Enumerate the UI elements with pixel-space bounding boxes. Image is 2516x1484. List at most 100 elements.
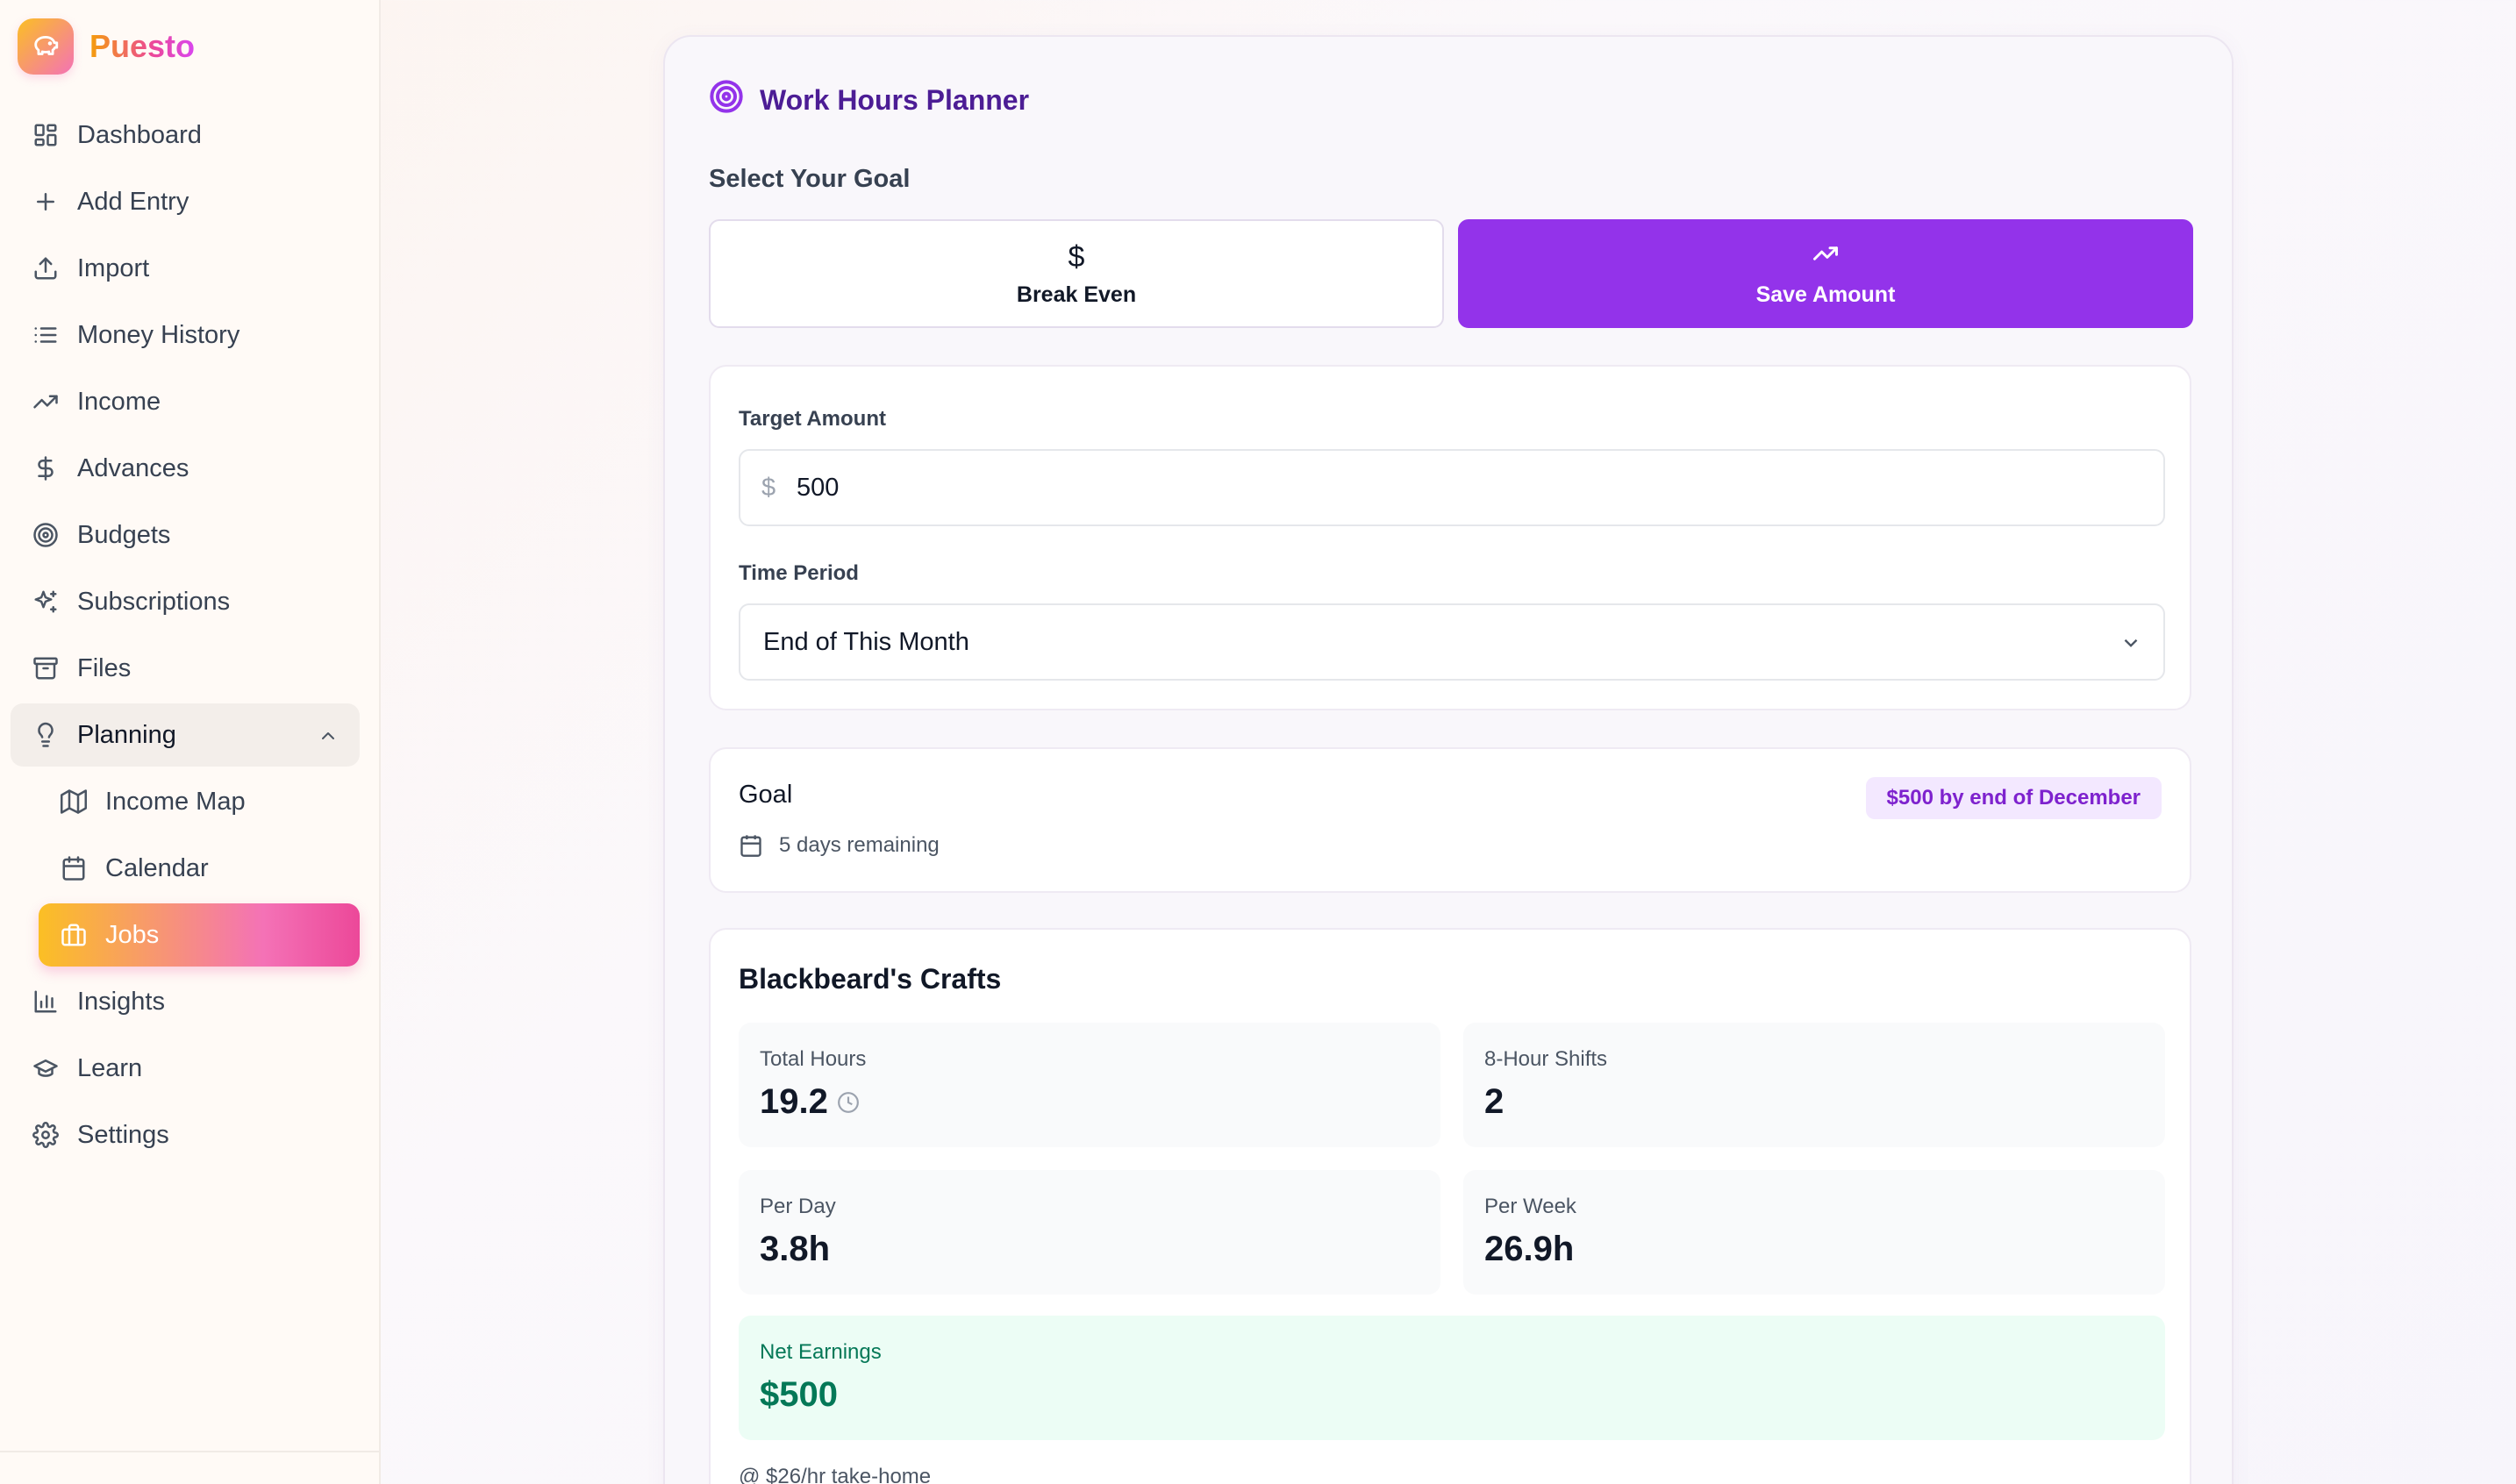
clock-icon xyxy=(837,1091,859,1113)
map-icon xyxy=(60,788,88,816)
target-icon xyxy=(709,79,744,121)
net-earnings-value: $500 xyxy=(760,1375,838,1414)
sidebar-item-label: Insights xyxy=(77,987,165,1016)
time-period-label: Time Period xyxy=(739,561,859,585)
sidebar-item-label: Money History xyxy=(77,320,240,349)
time-period-select[interactable]: End of This Month xyxy=(739,603,2165,681)
dollar-icon xyxy=(32,454,60,482)
stat-per-day: Per Day 3.8h xyxy=(739,1170,1440,1295)
sidebar-item-label: Calendar xyxy=(105,853,209,882)
sidebar-item-label: Subscriptions xyxy=(77,587,231,616)
stat-value: 2 xyxy=(1484,1082,1505,1121)
save-amount-button[interactable]: Save Amount xyxy=(1458,219,2193,328)
sidebar-item-settings[interactable]: Settings xyxy=(11,1103,360,1167)
planner-header: Work Hours Planner xyxy=(709,79,1029,121)
goal-title: Goal xyxy=(739,781,793,809)
bar-chart-icon xyxy=(32,988,60,1016)
calendar-icon xyxy=(60,854,88,882)
target-icon xyxy=(32,521,60,549)
rate-note: @ $26/hr take-home xyxy=(739,1465,932,1484)
graduation-cap-icon xyxy=(32,1054,60,1082)
briefcase-icon xyxy=(60,921,88,949)
upload-icon xyxy=(32,254,60,282)
page-title: Work Hours Planner xyxy=(760,83,1030,116)
dashboard-icon xyxy=(32,121,60,149)
sidebar-item-label: Advances xyxy=(77,453,189,482)
sidebar-item-label: Jobs xyxy=(105,920,160,949)
target-amount-input[interactable]: $ 500 xyxy=(739,449,2165,526)
sidebar-item-label: Budgets xyxy=(77,520,171,549)
currency-prefix: $ xyxy=(761,473,776,502)
sidebar-item-label: Dashboard xyxy=(77,120,202,149)
sidebar-item-income[interactable]: Income xyxy=(11,370,360,433)
net-earnings-label: Net Earnings xyxy=(760,1340,882,1364)
sidebar-item-dashboard[interactable]: Dashboard xyxy=(11,103,360,167)
stat-label: Per Day xyxy=(760,1195,836,1218)
lightbulb-icon xyxy=(32,721,60,749)
sidebar-item-label: Planning xyxy=(77,720,176,749)
days-remaining-text: 5 days remaining xyxy=(779,833,940,857)
calendar-icon xyxy=(740,835,761,857)
trending-up-icon xyxy=(32,388,60,416)
stat-value: 19.2 xyxy=(760,1082,860,1122)
stat-label: Per Week xyxy=(1484,1195,1576,1218)
sidebar: Puesto Dashboard Add Entry Import Money … xyxy=(0,0,381,1484)
sidebar-item-subscriptions[interactable]: Subscriptions xyxy=(11,570,360,633)
stat-shifts: 8-Hour Shifts 2 xyxy=(1463,1023,2165,1147)
sidebar-item-insights[interactable]: Insights xyxy=(11,970,360,1033)
goal-summary-panel: Goal $500 by end of December 5 days rema… xyxy=(709,747,2191,893)
sidebar-item-label: Learn xyxy=(77,1053,143,1082)
total-hours-value: 19.2 xyxy=(760,1082,828,1121)
brand-name: Puesto xyxy=(89,28,196,64)
target-amount-value: 500 xyxy=(797,473,840,502)
archive-icon xyxy=(32,654,60,682)
brand[interactable]: Puesto xyxy=(18,18,195,75)
trending-up-icon xyxy=(1811,240,1841,274)
goal-option-label: Break Even xyxy=(1016,282,1137,307)
stat-value: 26.9h xyxy=(1484,1230,1575,1268)
time-period-value: End of This Month xyxy=(763,627,969,656)
sidebar-item-budgets[interactable]: Budgets xyxy=(11,503,360,567)
sidebar-item-add-entry[interactable]: Add Entry xyxy=(11,170,360,233)
goal-option-label: Save Amount xyxy=(1755,282,1896,307)
chevron-up-icon[interactable] xyxy=(318,724,339,753)
sparkles-icon xyxy=(32,588,60,616)
sidebar-item-planning[interactable]: Planning xyxy=(11,703,360,767)
sidebar-item-money-history[interactable]: Money History xyxy=(11,303,360,367)
job-name: Blackbeard's Crafts xyxy=(739,963,1002,995)
days-remaining: 5 days remaining xyxy=(739,833,940,858)
net-earnings: Net Earnings $500 xyxy=(739,1316,2165,1440)
target-settings-panel: Target Amount $ 500 Time Period End of T… xyxy=(709,365,2191,710)
sidebar-item-advances[interactable]: Advances xyxy=(11,437,360,500)
job-panel: Blackbeard's Crafts Total Hours 19.2 8-H… xyxy=(709,928,2191,1484)
sidebar-item-income-map[interactable]: Income Map xyxy=(39,770,360,833)
chevron-down-icon xyxy=(2119,631,2142,661)
dollar-icon: $ xyxy=(1068,239,1085,274)
stat-total-hours: Total Hours 19.2 xyxy=(739,1023,1440,1147)
sidebar-item-label: Import xyxy=(77,253,150,282)
target-amount-label: Target Amount xyxy=(739,407,886,431)
piggy-bank-icon xyxy=(18,18,74,75)
sidebar-item-label: Files xyxy=(77,653,132,682)
sidebar-item-learn[interactable]: Learn xyxy=(11,1037,360,1100)
stat-value: 3.8h xyxy=(760,1230,831,1268)
sidebar-divider xyxy=(0,1451,381,1452)
gear-icon xyxy=(32,1121,60,1149)
stat-label: 8-Hour Shifts xyxy=(1484,1047,1608,1071)
sidebar-item-calendar[interactable]: Calendar xyxy=(39,837,360,900)
sidebar-item-label: Income Map xyxy=(105,787,246,816)
sidebar-item-label: Add Entry xyxy=(77,187,189,216)
sidebar-item-files[interactable]: Files xyxy=(11,637,360,700)
plus-icon xyxy=(32,188,60,216)
sidebar-item-import[interactable]: Import xyxy=(11,237,360,300)
sidebar-item-label: Settings xyxy=(77,1120,169,1149)
break-even-button[interactable]: $ Break Even xyxy=(709,219,1444,328)
goal-section-label: Select Your Goal xyxy=(709,165,911,193)
stat-label: Total Hours xyxy=(760,1047,867,1071)
work-hours-planner-card: Work Hours Planner Select Your Goal $ Br… xyxy=(663,35,2234,1484)
stat-per-week: Per Week 26.9h xyxy=(1463,1170,2165,1295)
sidebar-item-jobs[interactable]: Jobs xyxy=(39,903,360,967)
sidebar-item-label: Income xyxy=(77,387,161,416)
list-icon xyxy=(32,321,60,349)
goal-badge: $500 by end of December xyxy=(1865,777,2162,819)
